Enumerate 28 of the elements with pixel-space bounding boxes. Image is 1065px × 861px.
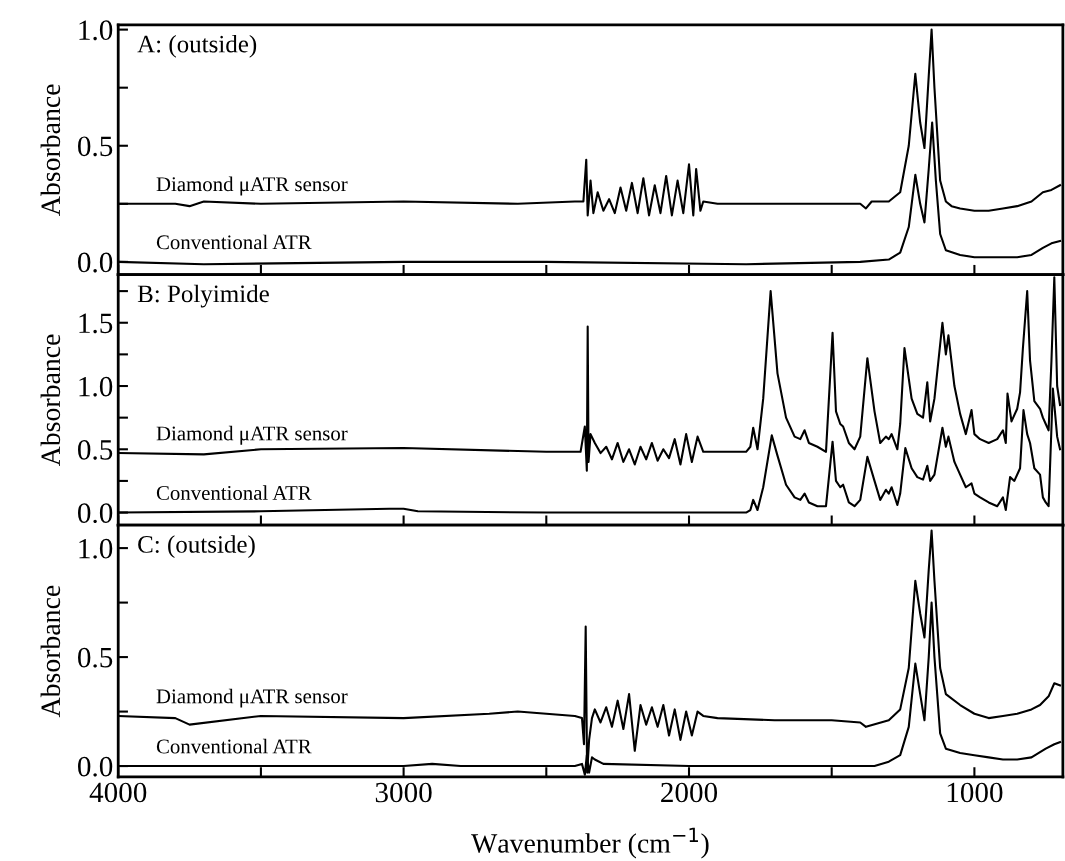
- y-axis-title: Absorbance: [40, 585, 61, 718]
- x-tick-label: 3000: [375, 782, 432, 803]
- chart-title: C: (outside): [138, 535, 255, 558]
- x-tick-label: 4000: [89, 782, 147, 803]
- y-tick-label: 0.5: [78, 440, 113, 460]
- y-tick-label: 1.5: [79, 313, 113, 334]
- y-tick-label: 0.0: [78, 252, 113, 273]
- y-tick-label: 1.0: [79, 20, 113, 41]
- series-label: Conventional ATR: [156, 234, 312, 250]
- series-label: Conventional ATR: [156, 738, 312, 754]
- y-tick-label: 1.0: [79, 538, 113, 559]
- y-tick-label: 0.0: [78, 756, 113, 777]
- line-series: [118, 529, 1062, 774]
- y-axis-title: Absorbance: [40, 334, 61, 466]
- y-tick-label: 1.0: [79, 376, 113, 397]
- series-label: Diamond μATR sensor: [156, 688, 348, 708]
- x-tick-label: 1000: [947, 782, 1003, 803]
- y-axis-title: Absorbance: [40, 84, 61, 216]
- x-axis-title: Wavenumber (cm$^{−1}$): [471, 827, 709, 859]
- series-label: Diamond μATR sensor: [156, 425, 348, 445]
- series-label: Diamond μATR sensor: [156, 176, 348, 196]
- chart-title: A: (outside): [137, 34, 257, 58]
- y-tick-label: 0.5: [78, 647, 113, 668]
- chart-title: B: Polyimide: [137, 284, 269, 308]
- x-tick-label: 2000: [661, 782, 718, 803]
- y-tick-label: 0.5: [78, 136, 113, 157]
- y-tick-label: 0.0: [78, 503, 113, 524]
- series-label: Conventional ATR: [156, 485, 312, 500]
